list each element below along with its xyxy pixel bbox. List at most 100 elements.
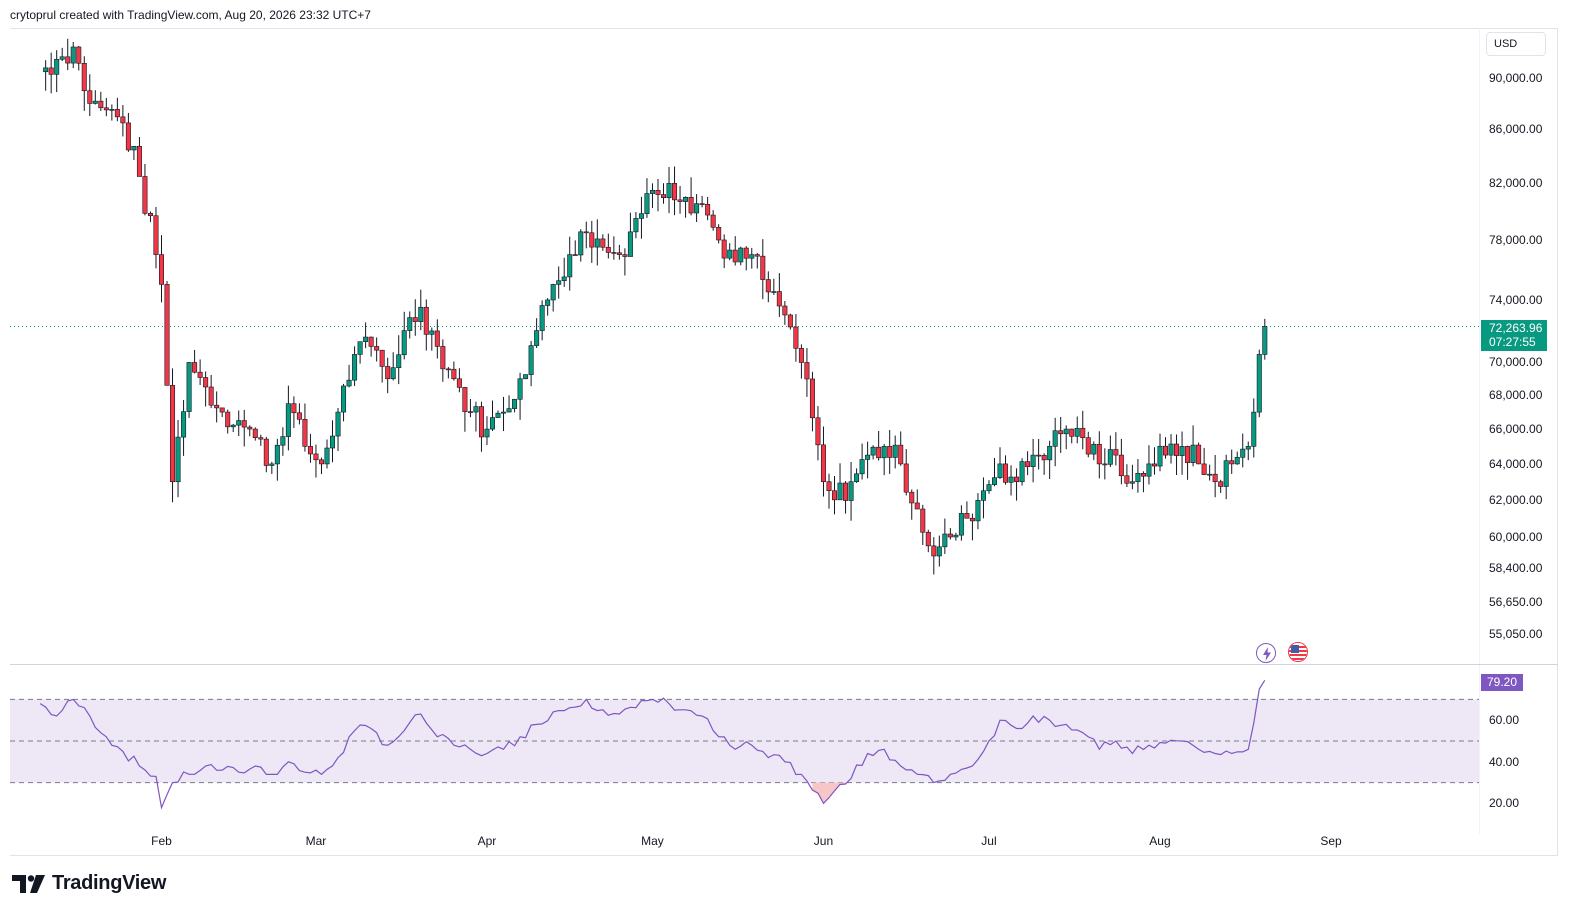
- price-tick-label: 55,050.00: [1489, 627, 1543, 642]
- candle-body: [1003, 463, 1009, 483]
- candle-body: [760, 255, 766, 280]
- candle-body: [241, 420, 247, 428]
- candle-body: [600, 238, 606, 248]
- candle-body: [214, 404, 220, 409]
- candle-body: [622, 254, 628, 257]
- candle-body: [296, 412, 302, 420]
- tradingview-logo[interactable]: TradingView: [12, 872, 166, 895]
- candle-body: [1096, 443, 1102, 465]
- candle-body: [1168, 443, 1174, 456]
- time-tick-label: Apr: [477, 834, 497, 848]
- candle-body: [1212, 473, 1218, 483]
- candle-body: [561, 276, 567, 282]
- currency-selector[interactable]: USD: [1486, 32, 1546, 56]
- candle-body: [1190, 444, 1196, 463]
- candle-body: [197, 371, 203, 378]
- candle-body: [980, 490, 986, 501]
- candle-body: [942, 533, 948, 548]
- candle-body: [892, 444, 898, 458]
- candle-body: [274, 444, 280, 465]
- last-price-value: 72,263.96: [1489, 321, 1543, 335]
- us-flag-icon[interactable]: [1288, 642, 1308, 662]
- candle-body: [776, 291, 782, 307]
- candle-body: [528, 345, 534, 375]
- candle-body: [782, 305, 788, 316]
- chart-caption: crytoprul created with TradingView.com, …: [10, 8, 371, 22]
- price-tick-label: 60,000.00: [1489, 529, 1543, 544]
- price-axis-divider: [1479, 28, 1480, 834]
- candle-body: [594, 238, 600, 248]
- candle-body: [1234, 456, 1240, 465]
- candle-body: [605, 246, 611, 253]
- candle-body: [142, 176, 148, 214]
- candle-body: [1207, 473, 1213, 476]
- candle-body: [898, 444, 904, 465]
- candle-body: [843, 482, 849, 501]
- candle-body: [688, 196, 694, 214]
- price-tick-label: 62,000.00: [1489, 492, 1543, 507]
- candle-body: [159, 254, 165, 285]
- candle-body: [429, 330, 435, 335]
- candle-body: [451, 368, 457, 380]
- candle-body: [1069, 428, 1075, 437]
- candle-body: [219, 407, 225, 413]
- candle-body: [947, 533, 953, 538]
- candle-body: [1113, 449, 1119, 456]
- candle-body: [181, 411, 187, 438]
- candle-body: [164, 284, 170, 386]
- candle-body: [434, 330, 440, 347]
- price-tick-label: 70,000.00: [1489, 355, 1543, 370]
- candle-body: [285, 403, 291, 437]
- candle-body: [1129, 481, 1135, 484]
- candle-body: [236, 420, 242, 426]
- candle-body: [749, 254, 755, 259]
- candle-body: [109, 109, 115, 111]
- candle-body: [925, 531, 931, 547]
- candle-body: [341, 385, 347, 413]
- price-tick-label: 68,000.00: [1489, 388, 1543, 403]
- candle-body: [445, 368, 451, 371]
- candle-body: [638, 213, 644, 219]
- candle-body: [870, 446, 876, 456]
- candle-body: [203, 377, 209, 388]
- candle-body: [1229, 460, 1235, 465]
- lightning-icon[interactable]: [1256, 643, 1276, 663]
- candle-body: [478, 406, 484, 438]
- candle-body: [545, 299, 551, 306]
- candle-body: [247, 426, 253, 430]
- pane-separator[interactable]: [10, 664, 1558, 665]
- time-tick-label: Feb: [151, 834, 172, 848]
- candle-body: [1047, 446, 1053, 461]
- candle-body: [43, 67, 49, 73]
- candle-body: [534, 330, 540, 346]
- chart-frame: [10, 28, 1558, 856]
- candle-body: [1080, 427, 1086, 438]
- candle-body: [1052, 430, 1058, 447]
- candle-body: [627, 231, 633, 257]
- candle-body: [1124, 475, 1130, 484]
- candle-body: [859, 459, 865, 475]
- candle-body: [655, 189, 661, 195]
- candle-body: [1058, 430, 1064, 435]
- time-tick-label: Sep: [1320, 834, 1342, 848]
- candle-body: [489, 417, 495, 430]
- candle-body: [832, 490, 838, 501]
- logo-text: TradingView: [52, 872, 167, 894]
- candle-body: [583, 231, 589, 234]
- candle-body: [1118, 454, 1124, 477]
- candle-body: [699, 203, 705, 205]
- candle-body: [136, 145, 142, 177]
- candle-body: [120, 116, 126, 124]
- candle-body: [114, 109, 120, 118]
- candle-body: [975, 500, 981, 522]
- candle-body: [672, 183, 678, 201]
- candle-body: [230, 424, 236, 428]
- candle-body: [1245, 446, 1251, 450]
- candle-body: [506, 408, 512, 413]
- candle-body: [307, 446, 313, 455]
- candle-body: [208, 386, 214, 406]
- candle-body: [958, 513, 964, 536]
- candle-body: [1102, 463, 1108, 466]
- candle-body: [346, 379, 352, 387]
